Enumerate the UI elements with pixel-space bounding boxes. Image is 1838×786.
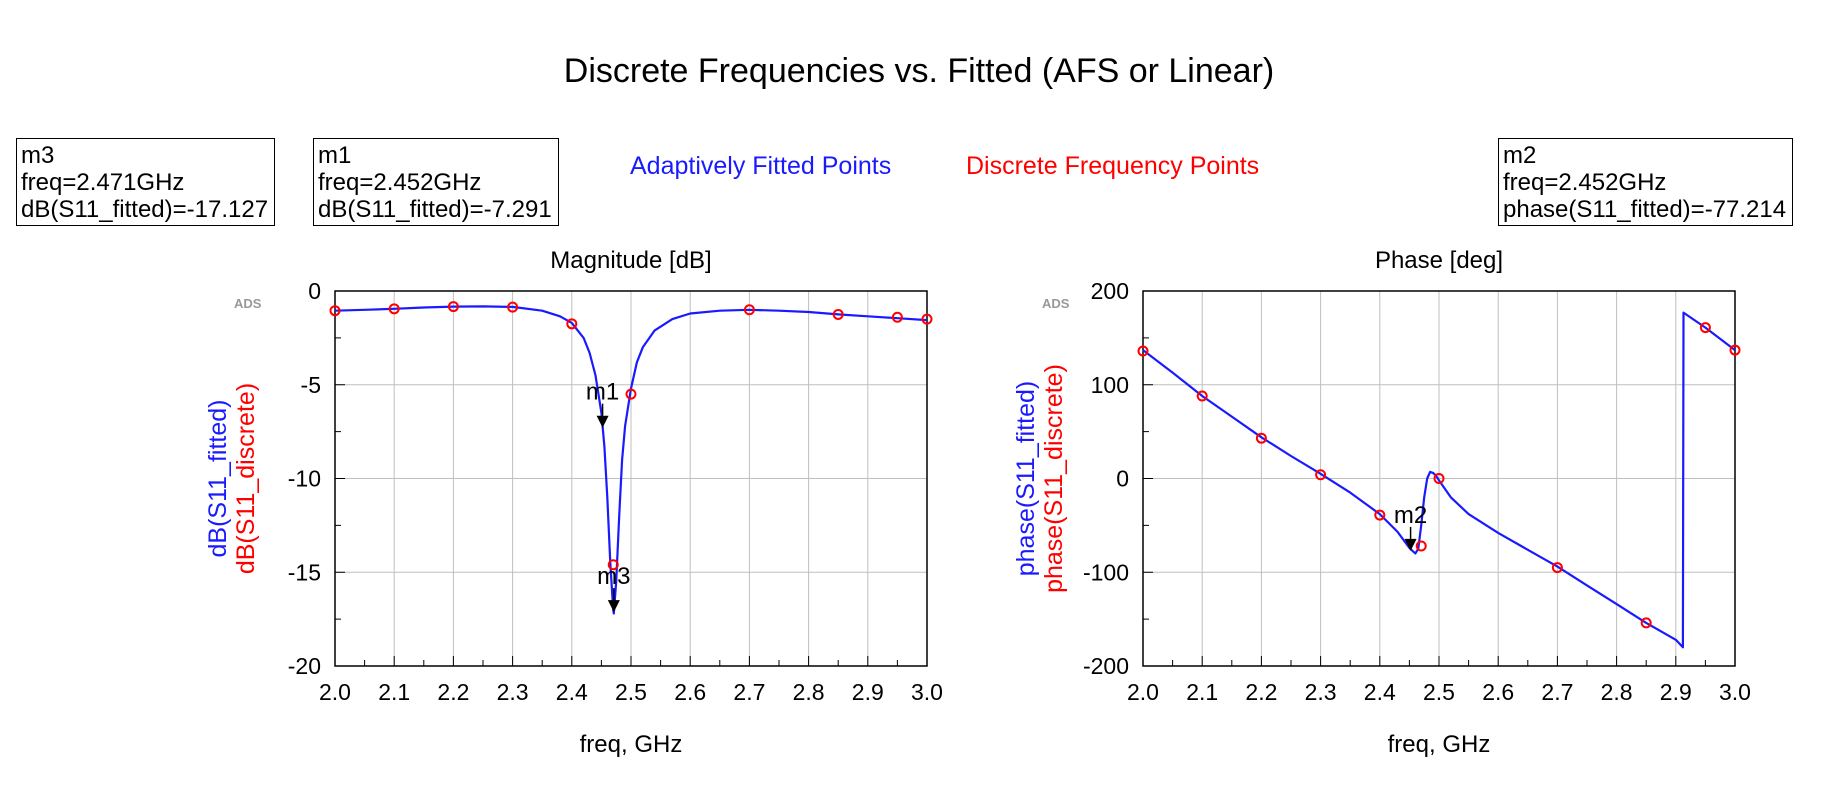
marker-m3-triangle [607,600,620,613]
x-tick-label: 2.4 [556,679,588,705]
y-axis-label-discrete: dB(S11_discrete) [232,383,260,574]
data-point-discrete [1415,540,1427,552]
x-tick-label: 2.7 [1541,679,1573,705]
x-tick-label: 2.6 [1482,679,1514,705]
marker-m3-label: m3 [597,563,630,590]
series-line-fitted [334,305,928,615]
x-tick-label: 2.9 [1660,679,1692,705]
data-point-discrete [743,304,755,316]
plot-title: Phase [deg] [1375,247,1503,274]
data-point-discrete [832,308,844,320]
y-tick-label: 0 [1116,466,1129,492]
x-tick-label: 2.8 [793,679,825,705]
x-tick-label: 2.3 [1305,679,1337,705]
data-point-discrete [1699,322,1711,334]
phase-plot: Phase [deg] ADS 2.0 2.1 2.2 2.3 2.4 2.5 2.6 2.7 2.… [1012,247,1751,758]
x-tick-label: 2.1 [1186,679,1218,705]
data-point-discrete [1374,509,1386,521]
legend-fitted: Adaptively Fitted Points [630,152,892,180]
data-point-discrete [388,303,400,315]
x-tick-label: 3.0 [1719,679,1751,705]
data-point-discrete [329,305,341,317]
marker-m1-triangle [596,415,609,428]
data-point-discrete [1551,562,1563,574]
data-point-discrete [566,318,578,330]
data-point-discrete [507,301,519,313]
y-axis-label-discrete: phase(S11_discrete) [1040,364,1068,593]
plot-frame [334,290,928,667]
y-tick-label: 0 [308,278,321,304]
ads-watermark: ADS [234,296,262,311]
magnitude-plot: Magnitude [dB] ADS 2.0 2.1 2.2 2.3 2.4 2.5 2.6 2.… [204,247,943,758]
marker-readout-name: m3 [21,142,55,169]
marker-readout-m3[interactable]: m3 freq=2.471GHz dB(S11_fitted)=-17.127 [16,138,276,226]
y-tick-label: -20 [288,653,321,679]
y-tick-label: 100 [1091,372,1129,398]
series-line-fitted [1142,311,1736,649]
marker-readout-freq: freq=2.471GHz [21,169,185,196]
ads-watermark: ADS [1042,296,1070,311]
x-tick-label: 2.0 [319,679,351,705]
plot-frame [1142,290,1736,667]
x-tick-label: 2.2 [1245,679,1277,705]
x-tick-label: 2.2 [437,679,469,705]
x-tick-label: 2.6 [674,679,706,705]
data-point-discrete [1255,432,1267,444]
y-tick-label: 200 [1091,278,1129,304]
x-tick-label: 2.8 [1601,679,1633,705]
x-axis-label: freq, GHz [580,731,683,758]
data-point-discrete [921,313,933,325]
marker-readout-value: dB(S11_fitted)=-7.291 [318,196,552,223]
data-point-discrete [607,559,619,571]
y-tick-label: -100 [1083,559,1129,585]
marker-readout-m1[interactable]: m1 freq=2.452GHz dB(S11_fitted)=-7.291 [313,138,559,226]
x-tick-label: 2.5 [615,679,647,705]
legend-discrete: Discrete Frequency Points [966,152,1260,180]
marker-readout-name: m2 [1503,142,1537,169]
data-point-discrete [891,311,903,323]
x-tick-label: 2.9 [852,679,884,705]
data-point-discrete [1433,473,1445,484]
y-axis-label-fitted: dB(S11_fitted) [204,400,232,558]
marker-readout-name: m1 [318,142,352,169]
y-tick-label: -10 [288,466,321,492]
x-tick-label: 3.0 [911,679,943,705]
x-tick-label: 2.3 [497,679,529,705]
data-point-discrete [1729,344,1741,356]
plot-title: Magnitude [dB] [550,247,711,274]
x-axis-label: freq, GHz [1388,731,1491,758]
marker-readout-value: phase(S11_fitted)=-77.214 [1503,196,1787,223]
x-tick-label: 2.1 [378,679,410,705]
marker-m2-triangle [1404,538,1417,551]
data-point-discrete [625,388,637,400]
x-tick-label: 2.7 [733,679,765,705]
marker-readout-freq: freq=2.452GHz [1503,169,1667,196]
y-tick-label: -15 [288,559,321,585]
marker-readout-freq: freq=2.452GHz [318,169,482,196]
chart-title: Discrete Frequencies vs. Fitted (AFS or … [563,52,1275,90]
data-point-discrete [1640,617,1652,629]
marker-readout-value: dB(S11_fitted)=-17.127 [21,196,269,223]
data-point-discrete [1196,390,1208,402]
x-tick-label: 2.5 [1423,679,1455,705]
data-point-discrete [447,301,459,313]
marker-m2-label: m2 [1394,502,1427,529]
marker-readout-m2[interactable]: m2 freq=2.452GHz phase(S11_fitted)=-77.2… [1498,138,1794,226]
x-tick-label: 2.4 [1364,679,1396,705]
data-point-discrete [1315,469,1327,481]
y-tick-label: -5 [301,372,321,398]
marker-m1-label: m1 [586,379,619,406]
data-point-discrete [1137,345,1149,357]
y-axis-label-fitted: phase(S11_fitted) [1012,381,1040,577]
y-tick-label: -200 [1083,653,1129,679]
x-tick-label: 2.0 [1127,679,1159,705]
